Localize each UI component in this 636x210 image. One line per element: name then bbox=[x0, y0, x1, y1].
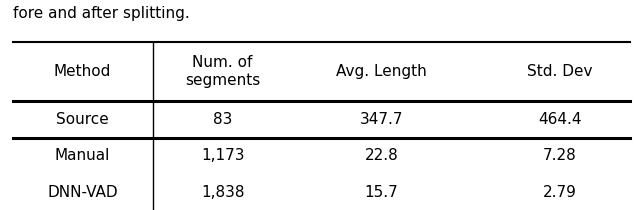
Text: DNN-VAD: DNN-VAD bbox=[47, 185, 118, 200]
Text: Num. of
segments: Num. of segments bbox=[185, 55, 260, 88]
Text: 1,838: 1,838 bbox=[201, 185, 244, 200]
Text: Source: Source bbox=[57, 112, 109, 127]
Text: 2.79: 2.79 bbox=[543, 185, 577, 200]
Text: Method: Method bbox=[54, 64, 111, 79]
Text: 15.7: 15.7 bbox=[364, 185, 399, 200]
Text: Std. Dev: Std. Dev bbox=[527, 64, 592, 79]
Text: Avg. Length: Avg. Length bbox=[336, 64, 427, 79]
Text: 83: 83 bbox=[213, 112, 232, 127]
Text: 7.28: 7.28 bbox=[543, 148, 577, 163]
Text: 347.7: 347.7 bbox=[360, 112, 403, 127]
Text: 1,173: 1,173 bbox=[201, 148, 244, 163]
Text: 464.4: 464.4 bbox=[538, 112, 581, 127]
Text: 22.8: 22.8 bbox=[364, 148, 399, 163]
Text: fore and after splitting.: fore and after splitting. bbox=[13, 6, 190, 21]
Text: Manual: Manual bbox=[55, 148, 111, 163]
